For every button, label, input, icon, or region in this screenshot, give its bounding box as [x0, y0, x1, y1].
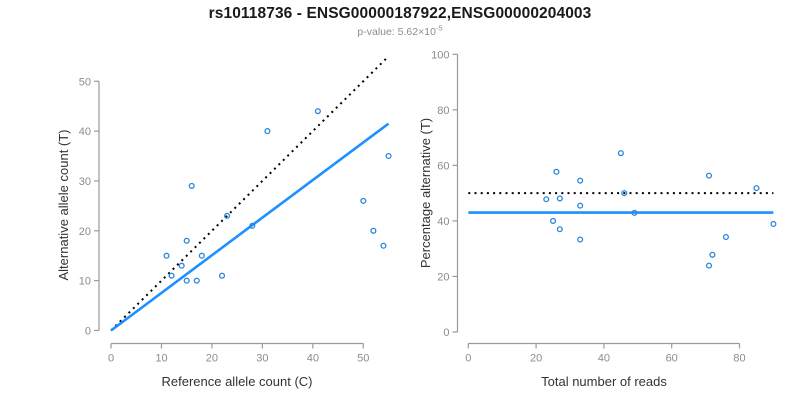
x-tick-label: 10 — [155, 353, 167, 365]
y-tick-label: 30 — [79, 176, 91, 188]
data-point — [577, 177, 584, 184]
data-point — [553, 168, 560, 175]
data-point — [556, 195, 563, 202]
data-point — [705, 172, 713, 179]
allele-count-scatter: 0 10 20 30 40 50 0 10 20 30 40 50 Reference allele c… — [56, 55, 392, 389]
data-point — [621, 190, 628, 197]
data-point — [249, 222, 256, 229]
data-point — [577, 202, 584, 209]
y-axis-title: Alternative allele count (T) — [56, 129, 71, 280]
y-tick-label: 40 — [79, 126, 91, 138]
y-tick-label: 40 — [437, 216, 449, 228]
data-point — [705, 262, 713, 269]
y-tick-label: 0 — [85, 326, 91, 338]
x-axis-title: Reference allele count (C) — [161, 374, 312, 389]
data-point — [198, 252, 205, 259]
pvalue-subtitle: p-value: 5.62×10-5 — [0, 23, 800, 38]
y-tick-label: 0 — [443, 327, 449, 339]
x-tick-label: 50 — [357, 353, 369, 365]
figure-header: rs10118736 - ENSG00000187922,ENSG0000020… — [0, 0, 800, 38]
data-point — [163, 252, 170, 259]
data-point — [753, 185, 760, 192]
data-point — [218, 272, 226, 279]
x-tick-label: 0 — [465, 353, 471, 365]
data-point — [631, 209, 638, 216]
data-point — [370, 227, 377, 234]
figure-title: rs10118736 - ENSG00000187922,ENSG0000020… — [208, 5, 592, 22]
data-point — [549, 217, 557, 224]
y-tick-label: 100 — [431, 49, 449, 61]
x-tick-label: 20 — [530, 353, 542, 365]
x-tick-label: 40 — [307, 353, 319, 365]
data-point — [314, 108, 321, 115]
x-tick-label: 0 — [108, 353, 114, 365]
percentage-vs-reads-scatter: 0 20 40 60 80 0 20 40 60 80 100 Total number of rea… — [418, 49, 777, 389]
data-point — [193, 277, 200, 284]
y-tick-label: 50 — [79, 76, 91, 88]
data-point — [385, 152, 392, 160]
data-point — [183, 237, 190, 244]
x-tick-label: 60 — [666, 353, 678, 365]
y-tick-label: 80 — [437, 105, 449, 117]
data-point — [617, 150, 624, 157]
data-point — [360, 197, 367, 204]
data-point — [188, 182, 195, 189]
data-point — [709, 251, 716, 258]
y-tick-label: 10 — [79, 276, 91, 288]
data-point — [722, 233, 729, 241]
data-point — [770, 220, 777, 228]
x-tick-label: 30 — [256, 353, 268, 365]
pvalue-exponent: -5 — [435, 23, 443, 33]
data-point — [543, 196, 550, 203]
y-tick-label: 20 — [79, 226, 91, 238]
data-point — [168, 272, 175, 279]
y-tick-label: 20 — [437, 271, 449, 283]
data-point — [224, 212, 231, 219]
y-tick-label: 60 — [437, 160, 449, 172]
x-tick-label: 80 — [733, 353, 745, 365]
data-point — [380, 242, 387, 249]
identity-dotted-line — [110, 55, 390, 332]
data-point — [264, 128, 271, 135]
y-axis-title: Percentage alternative (T) — [418, 118, 433, 268]
data-point — [577, 236, 584, 243]
data-point — [556, 226, 563, 233]
x-tick-label: 20 — [206, 353, 218, 365]
data-point — [178, 262, 185, 269]
data-point — [183, 277, 190, 284]
pvalue-text: p-value: 5.62×10 — [357, 26, 436, 38]
x-axis-title: Total number of reads — [541, 374, 667, 389]
x-tick-label: 40 — [598, 353, 610, 365]
